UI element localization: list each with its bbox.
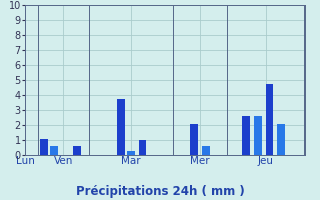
Bar: [190, 123, 198, 155]
Bar: [266, 84, 273, 155]
Bar: [277, 123, 285, 155]
Bar: [139, 140, 146, 155]
Bar: [40, 138, 48, 155]
Bar: [73, 146, 81, 155]
Bar: [202, 146, 210, 155]
Bar: [127, 151, 135, 155]
Bar: [243, 116, 250, 155]
Bar: [254, 116, 262, 155]
Bar: [117, 99, 125, 155]
Text: Précipitations 24h ( mm ): Précipitations 24h ( mm ): [76, 185, 244, 198]
Bar: [50, 146, 58, 155]
